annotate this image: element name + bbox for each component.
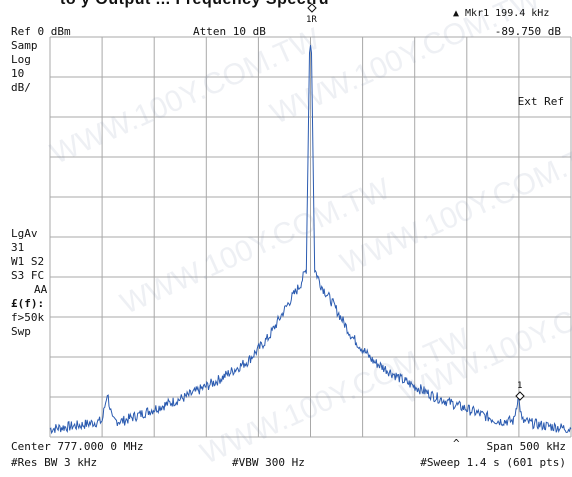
- reference-level: Ref 0 dBm: [11, 25, 71, 38]
- marker-1-diamond-icon: [515, 391, 525, 401]
- marker-1r-diamond-icon: [307, 3, 317, 13]
- marker-1r-label: 1R: [306, 15, 317, 25]
- marker-1: 1: [515, 381, 525, 401]
- ext-ref-indicator: Ext Ref: [517, 95, 564, 108]
- marker-1r: 1R: [306, 3, 317, 25]
- scale-unit: dB/: [11, 81, 31, 94]
- marker-readout-name: ▲ Mkr1: [453, 8, 490, 19]
- correction-function: £(f):: [11, 297, 45, 310]
- sweep-mode: Swp: [11, 325, 31, 338]
- scale-value: 10: [11, 67, 25, 80]
- marker-readout-freq: 199.4 kHz: [495, 8, 550, 19]
- center-caret-icon: ^: [453, 437, 460, 450]
- trace-w1s2: W1 S2: [11, 255, 45, 268]
- graticule-grid: [49, 36, 572, 438]
- average-count: 31: [11, 241, 25, 254]
- frequency-span: Span 500 kHz: [486, 440, 566, 453]
- trace-aa: AA: [34, 283, 48, 296]
- marker-readout-level: -89.750 dB: [494, 25, 561, 38]
- scale-type: Log: [11, 53, 31, 66]
- sweep-time: #Sweep 1.4 s (601 pts): [420, 456, 566, 469]
- spectrum-trace: [49, 44, 572, 435]
- trace-s3fc: S3 FC: [11, 269, 45, 282]
- marker-readout-label: ▲ Mkr1 199.4 kHz: [453, 8, 549, 20]
- attenuation: Atten 10 dB: [193, 25, 266, 38]
- average-type: LgAv: [11, 227, 38, 240]
- resolution-bandwidth: #Res BW 3 kHz: [11, 456, 98, 469]
- center-frequency: Center 777.000 0 MHz: [11, 440, 144, 453]
- frequency-condition: f>50k: [11, 311, 45, 324]
- marker-1-label: 1: [517, 381, 522, 391]
- detector-mode: Samp: [11, 39, 38, 52]
- video-bandwidth: #VBW 300 Hz: [232, 456, 305, 469]
- window-title-fragment: to y Output ... Frequency Spectru: [60, 0, 329, 9]
